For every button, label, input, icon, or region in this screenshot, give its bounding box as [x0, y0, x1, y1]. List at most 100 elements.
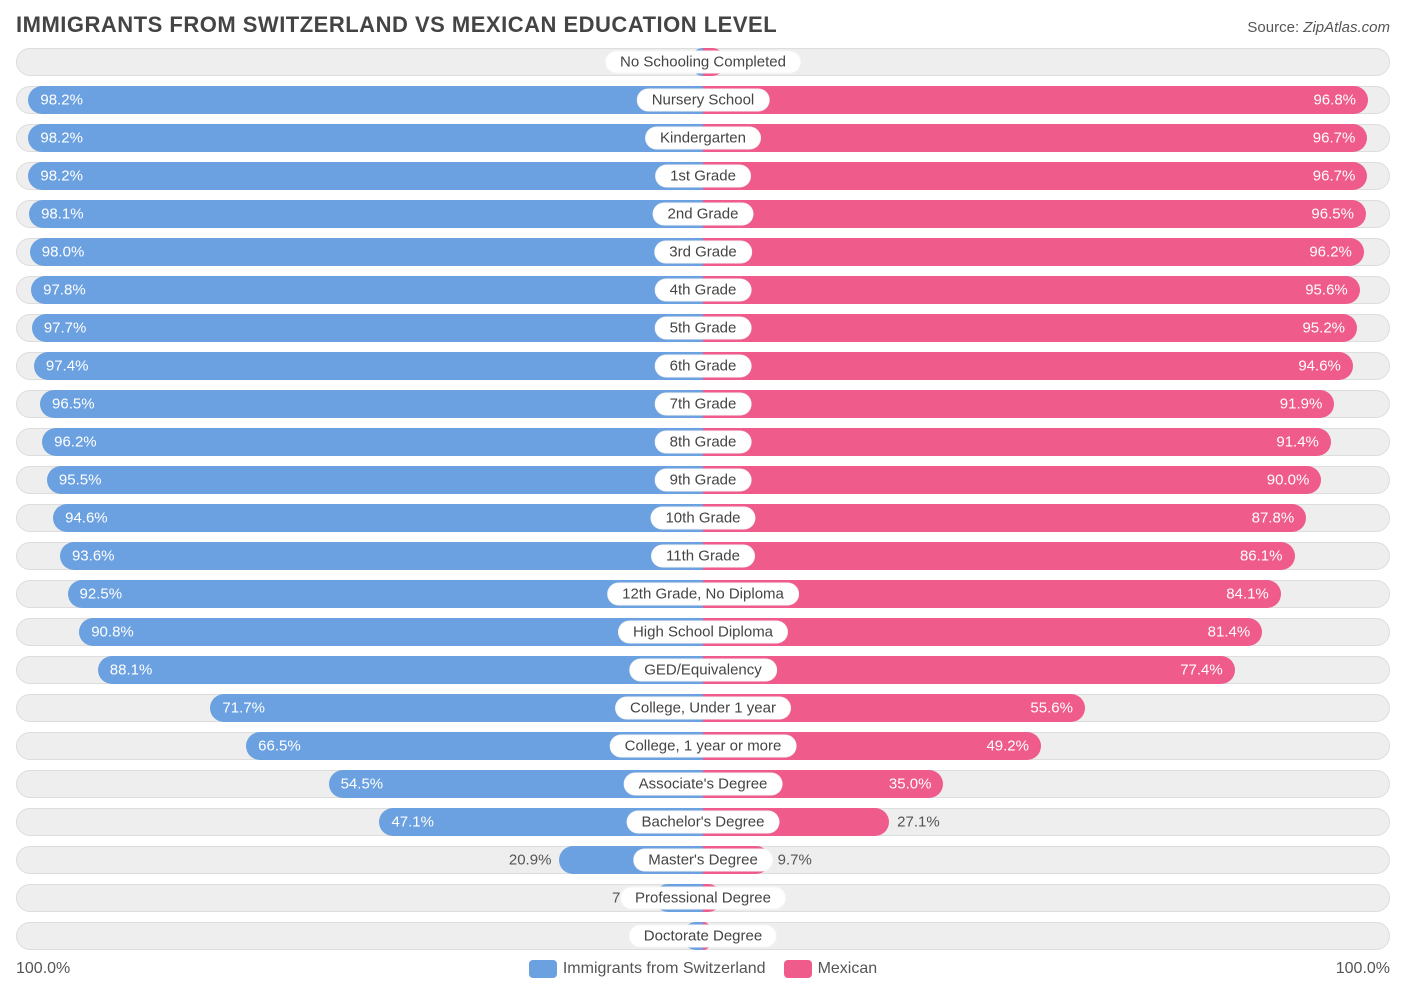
right-bar — [703, 124, 1367, 152]
category-label: 4th Grade — [655, 279, 752, 302]
legend-swatch-right — [784, 960, 812, 978]
right-bar — [703, 238, 1364, 266]
category-label: Professional Degree — [620, 887, 786, 910]
legend-item-right: Mexican — [784, 960, 878, 978]
axis-left-end: 100.0% — [16, 960, 70, 978]
right-half: 96.2% — [703, 238, 1390, 266]
right-bar — [703, 352, 1353, 380]
category-label: Associate's Degree — [624, 773, 783, 796]
right-half: 35.0% — [703, 770, 1390, 798]
chart-row: 95.5%90.0%9th Grade — [16, 466, 1390, 494]
chart-row: 98.0%96.2%3rd Grade — [16, 238, 1390, 266]
right-value: 91.9% — [1280, 396, 1323, 413]
chart-row: 3.1%1.2%Doctorate Degree — [16, 922, 1390, 950]
category-label: Master's Degree — [633, 849, 773, 872]
left-value: 94.6% — [65, 510, 108, 527]
right-bar — [703, 656, 1235, 684]
chart-row: 92.5%84.1%12th Grade, No Diploma — [16, 580, 1390, 608]
right-half: 55.6% — [703, 694, 1390, 722]
left-value: 97.4% — [46, 358, 89, 375]
category-label: 8th Grade — [655, 431, 752, 454]
left-half: 97.8% — [16, 276, 703, 304]
right-half: 91.4% — [703, 428, 1390, 456]
left-bar — [28, 124, 703, 152]
left-value: 98.0% — [42, 244, 85, 261]
right-value: 95.2% — [1302, 320, 1345, 337]
left-bar — [40, 390, 703, 418]
chart-row: 96.2% 91.4% 8th Grade — [16, 428, 1390, 456]
right-half: 96.7% — [703, 162, 1390, 190]
legend-swatch-left — [529, 960, 557, 978]
chart-row: 20.9%9.7%Master's Degree — [16, 846, 1390, 874]
category-label: No Schooling Completed — [605, 51, 801, 74]
right-value: 90.0% — [1267, 472, 1310, 489]
right-half: 96.7% — [703, 124, 1390, 152]
right-half: 81.4% — [703, 618, 1390, 646]
chart-row: 98.1%96.5%2nd Grade — [16, 200, 1390, 228]
right-value: 96.8% — [1313, 92, 1356, 109]
right-bar — [703, 200, 1366, 228]
left-value: 20.9% — [509, 852, 552, 869]
chart-row: 54.5%35.0%Associate's Degree — [16, 770, 1390, 798]
chart-row: 66.5%49.2%College, 1 year or more — [16, 732, 1390, 760]
left-half: 20.9% — [16, 846, 703, 874]
left-bar — [53, 504, 703, 532]
left-value: 96.2% — [54, 434, 97, 451]
category-label: 6th Grade — [655, 355, 752, 378]
right-half: 94.6% — [703, 352, 1390, 380]
left-half: 1.8% — [16, 48, 703, 76]
left-half: 93.6% — [16, 542, 703, 570]
right-bar — [703, 276, 1360, 304]
category-label: 12th Grade, No Diploma — [607, 583, 799, 606]
chart-row: 96.5% 91.9% 7th Grade — [16, 390, 1390, 418]
category-label: 7th Grade — [655, 393, 752, 416]
left-bar — [47, 466, 703, 494]
left-bar — [60, 542, 703, 570]
chart-row: 90.8%81.4%High School Diploma — [16, 618, 1390, 646]
category-label: Doctorate Degree — [629, 925, 777, 948]
category-label: 1st Grade — [655, 165, 751, 188]
category-label: College, 1 year or more — [610, 735, 797, 758]
right-bar — [703, 466, 1321, 494]
left-half: 96.5% — [16, 390, 703, 418]
left-bar — [28, 162, 703, 190]
category-label: Kindergarten — [645, 127, 761, 150]
chart-row: 97.7%95.2%5th Grade — [16, 314, 1390, 342]
right-half: 49.2% — [703, 732, 1390, 760]
chart-row: 71.7%55.6%College, Under 1 year — [16, 694, 1390, 722]
category-label: 11th Grade — [651, 545, 755, 568]
right-value: 96.7% — [1313, 130, 1356, 147]
chart-row: 1.8%3.3%No Schooling Completed — [16, 48, 1390, 76]
chart-row: 88.1%77.4%GED/Equivalency — [16, 656, 1390, 684]
category-label: 2nd Grade — [653, 203, 754, 226]
legend: Immigrants from Switzerland Mexican — [529, 960, 877, 978]
category-label: High School Diploma — [618, 621, 788, 644]
legend-label-left: Immigrants from Switzerland — [563, 960, 766, 978]
right-value: 96.2% — [1309, 244, 1352, 261]
right-value: 81.4% — [1208, 624, 1251, 641]
chart-row: 97.4% 94.6%6th Grade — [16, 352, 1390, 380]
category-label: GED/Equivalency — [629, 659, 777, 682]
chart-row: 98.2%96.8%Nursery School — [16, 86, 1390, 114]
left-bar — [32, 314, 703, 342]
right-half: 95.6% — [703, 276, 1390, 304]
right-bar — [703, 162, 1367, 190]
left-value: 98.2% — [40, 92, 83, 109]
legend-label-right: Mexican — [818, 960, 878, 978]
right-half: 95.2% — [703, 314, 1390, 342]
left-value: 95.5% — [59, 472, 102, 489]
left-half: 98.2% — [16, 124, 703, 152]
left-bar — [42, 428, 703, 456]
right-half: 3.3% — [703, 48, 1390, 76]
left-half: 97.7% — [16, 314, 703, 342]
legend-item-left: Immigrants from Switzerland — [529, 960, 766, 978]
chart-row: 94.6%87.8%10th Grade — [16, 504, 1390, 532]
right-value: 96.5% — [1311, 206, 1354, 223]
chart-footer: 100.0% Immigrants from Switzerland Mexic… — [16, 960, 1390, 978]
left-bar — [79, 618, 703, 646]
left-value: 96.5% — [52, 396, 95, 413]
left-half: 71.7% — [16, 694, 703, 722]
right-value: 91.4% — [1276, 434, 1319, 451]
right-half: 27.1% — [703, 808, 1390, 836]
left-value: 98.2% — [40, 168, 83, 185]
